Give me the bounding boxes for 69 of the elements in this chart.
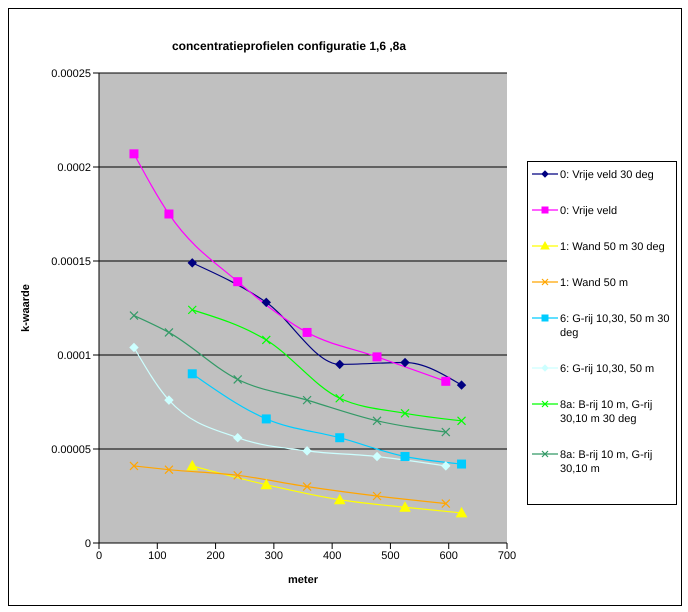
x-axis-title: meter <box>288 574 319 586</box>
x-tick-label: 0 <box>96 550 102 562</box>
point <box>372 416 382 426</box>
point <box>335 433 344 442</box>
point <box>260 479 272 490</box>
y-tick-label: 0.00015 <box>51 256 91 268</box>
point <box>233 374 242 384</box>
point <box>262 414 271 424</box>
x-tick-label: 100 <box>148 550 166 562</box>
y-tick-label: 0.00025 <box>51 68 91 80</box>
point <box>372 491 382 501</box>
point <box>129 310 139 320</box>
point <box>335 394 344 403</box>
legend-label: 6: G-rij 10,30, 50 m <box>560 362 654 376</box>
chart-title: concentratieprofielen configuratie 1,6 ,8a <box>170 39 408 53</box>
point <box>441 498 450 508</box>
y-tick-label: 0.0001 <box>57 350 91 362</box>
point <box>262 335 271 345</box>
x-tick-label: 500 <box>381 550 400 562</box>
legend-label: 8a: B-rij 10 m, G-rij 30,10 m 30 deg <box>560 398 654 426</box>
point <box>335 360 344 369</box>
y-tick-label: 0.00005 <box>51 444 91 456</box>
point <box>233 470 242 480</box>
point <box>400 408 410 418</box>
point <box>302 446 312 456</box>
x-tick-label: 300 <box>264 550 284 562</box>
point <box>129 342 138 352</box>
legend-label: 1: Wand 50 m <box>560 276 628 290</box>
point <box>400 358 410 368</box>
point <box>164 396 174 405</box>
legend-label: 0: Vrije veld <box>560 204 618 218</box>
legend-label: 1: Wand 50 m 30 deg <box>560 240 665 254</box>
point <box>456 507 468 518</box>
point <box>334 494 346 504</box>
point <box>233 433 242 442</box>
point <box>164 210 174 218</box>
point <box>129 149 138 158</box>
x-tick-label: 200 <box>206 550 225 562</box>
point <box>302 396 312 405</box>
point <box>186 460 198 470</box>
legend-label: 8a: B-rij 10 m, G-rij 30,10 m <box>560 448 654 476</box>
point <box>441 427 450 437</box>
y-tick-label: 0 <box>84 538 91 550</box>
y-tick-label: 0.0002 <box>57 162 91 174</box>
point <box>188 369 197 378</box>
y-axis-title: k-waarde <box>20 284 32 332</box>
x-tick-label: 400 <box>322 550 342 562</box>
legend-label: 6: G-rij 10,30, 50 m 30 deg <box>560 312 670 340</box>
point <box>400 502 410 512</box>
legend-label: 0: Vrije veld 30 deg <box>560 168 654 182</box>
point <box>400 452 410 462</box>
x-tick-label: 700 <box>498 550 516 562</box>
point <box>129 461 139 471</box>
point <box>302 482 312 492</box>
point <box>262 298 271 307</box>
point <box>164 328 174 338</box>
point <box>188 305 197 314</box>
point <box>456 416 466 426</box>
point <box>441 461 450 470</box>
point <box>457 380 466 390</box>
point <box>457 460 466 469</box>
point <box>188 258 197 268</box>
point <box>372 452 382 462</box>
point <box>372 352 382 362</box>
point <box>441 376 450 386</box>
point <box>164 465 174 474</box>
point <box>233 277 242 286</box>
point <box>302 328 312 337</box>
x-tick-label: 600 <box>440 550 458 562</box>
